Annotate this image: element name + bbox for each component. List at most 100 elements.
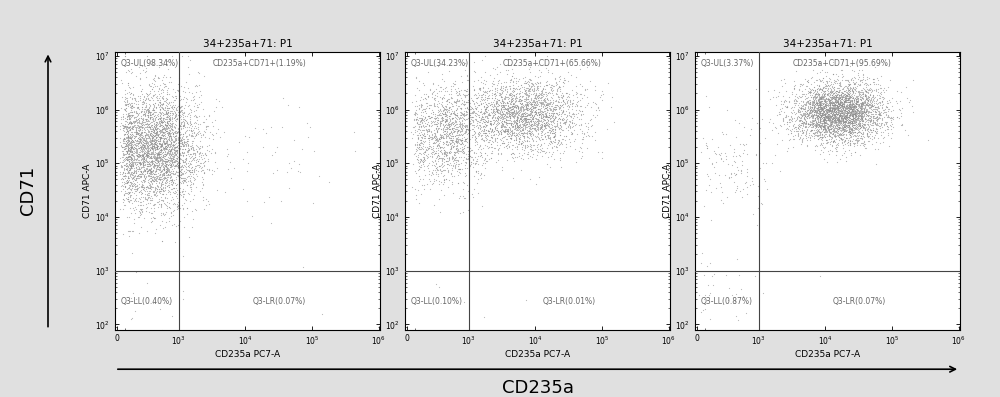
Point <box>811 114 827 120</box>
Point <box>178 164 194 170</box>
Point <box>488 99 504 105</box>
Point <box>843 130 859 136</box>
Point <box>137 96 153 103</box>
Point <box>841 87 857 93</box>
Point <box>143 193 159 200</box>
Point <box>845 111 861 118</box>
Point <box>554 90 570 96</box>
Point <box>132 149 148 155</box>
Point <box>835 114 851 121</box>
Point <box>126 146 142 152</box>
Point <box>804 104 820 111</box>
Point <box>822 107 838 113</box>
Point <box>179 119 195 126</box>
Point <box>838 118 854 124</box>
Point <box>503 121 519 127</box>
Point <box>128 129 144 135</box>
Point <box>813 110 829 116</box>
Point <box>481 88 497 94</box>
Point <box>476 103 492 110</box>
Point <box>169 149 185 155</box>
Point <box>172 93 188 99</box>
Point <box>119 163 135 170</box>
Point <box>536 101 552 108</box>
Point <box>161 301 177 307</box>
Point <box>544 95 560 102</box>
Point <box>859 125 875 132</box>
Point <box>156 145 172 151</box>
Point <box>123 103 139 109</box>
Point <box>417 149 433 155</box>
Point <box>116 136 132 143</box>
Point <box>842 140 858 146</box>
Point <box>411 159 427 166</box>
Point <box>864 98 880 104</box>
Point <box>168 158 184 164</box>
Point <box>487 94 503 101</box>
Point <box>522 125 538 131</box>
Point <box>125 170 141 176</box>
Point <box>534 135 550 142</box>
Point <box>166 123 182 129</box>
Point <box>859 133 875 139</box>
Point <box>127 119 143 125</box>
Point <box>160 162 176 168</box>
Point <box>428 134 444 140</box>
Point <box>491 77 507 83</box>
Point <box>828 108 844 114</box>
Point <box>823 108 839 114</box>
Point <box>441 109 457 116</box>
Point <box>837 118 853 124</box>
Point <box>185 137 201 144</box>
Point <box>841 106 857 113</box>
Point <box>808 121 824 128</box>
Point <box>172 205 188 211</box>
Point <box>126 216 142 222</box>
Point <box>834 126 850 133</box>
Point <box>122 109 138 115</box>
Point <box>421 133 437 139</box>
Point <box>441 96 457 102</box>
Point <box>124 182 140 188</box>
Point <box>506 85 522 92</box>
Point <box>547 131 563 137</box>
Point <box>854 91 870 97</box>
Point <box>839 95 855 102</box>
Point <box>434 151 450 157</box>
Point <box>510 123 526 130</box>
Point <box>880 113 896 119</box>
Point <box>132 166 148 172</box>
Point <box>834 86 850 93</box>
Point <box>160 187 176 194</box>
Point <box>524 121 540 127</box>
Point <box>862 87 878 93</box>
Point <box>403 129 419 135</box>
Point <box>426 88 442 94</box>
Point <box>566 111 582 118</box>
Point <box>855 101 871 108</box>
Point <box>417 94 433 101</box>
Point <box>533 69 549 75</box>
Point <box>854 100 870 106</box>
Point <box>514 94 530 100</box>
Point <box>857 119 873 125</box>
Point <box>135 186 151 193</box>
Point <box>547 136 563 143</box>
Point <box>816 91 832 98</box>
Point <box>809 100 825 107</box>
Point <box>768 102 784 109</box>
Point <box>854 94 870 101</box>
Point <box>143 178 159 184</box>
Point <box>453 112 469 118</box>
Point <box>165 86 181 93</box>
Point <box>126 123 142 129</box>
Point <box>490 150 506 156</box>
Point <box>442 111 458 117</box>
Point <box>855 129 871 136</box>
Point <box>122 153 138 160</box>
Point <box>814 115 830 121</box>
Point <box>464 114 480 121</box>
Point <box>166 155 182 162</box>
Point <box>829 92 845 98</box>
Point <box>127 137 143 143</box>
